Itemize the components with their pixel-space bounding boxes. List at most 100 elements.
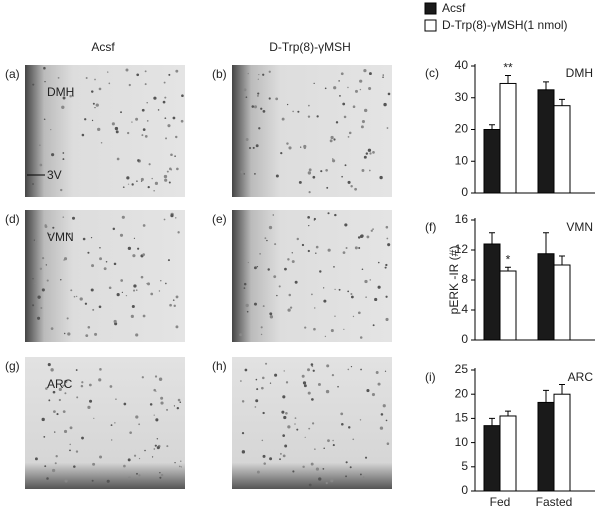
y-tick-label: 16 <box>455 212 469 226</box>
cell-speck <box>374 297 378 302</box>
cell-speck <box>368 169 371 172</box>
cell-speck <box>135 415 139 419</box>
cell-speck <box>314 307 316 309</box>
cell-speck <box>174 155 176 157</box>
cell-speck <box>243 173 245 175</box>
cell-speck <box>264 237 267 240</box>
cell-speck <box>352 438 355 441</box>
cell-speck <box>142 314 146 318</box>
cell-speck <box>53 410 56 414</box>
cell-speck <box>114 422 116 424</box>
cell-speck <box>87 326 91 329</box>
cell-speck <box>364 279 368 284</box>
cell-speck <box>335 121 339 124</box>
cell-speck <box>385 295 388 298</box>
cell-speck <box>63 429 68 434</box>
cell-speck <box>92 102 95 105</box>
cell-speck <box>348 131 352 135</box>
cell-speck <box>363 108 368 113</box>
cell-speck <box>254 406 257 408</box>
cell-speck <box>345 475 347 478</box>
cell-speck <box>350 292 353 296</box>
cell-speck <box>116 157 120 161</box>
cell-speck <box>313 327 316 331</box>
cell-speck <box>144 70 147 73</box>
cell-speck <box>349 466 352 469</box>
cell-speck <box>45 264 48 266</box>
cell-speck <box>303 384 307 388</box>
cell-speck <box>166 170 169 173</box>
cell-speck <box>385 225 389 229</box>
cell-speck <box>379 175 383 180</box>
cell-speck <box>176 406 180 410</box>
cell-speck <box>163 218 166 221</box>
cell-speck <box>41 257 45 260</box>
cell-speck <box>244 368 248 372</box>
cell-speck <box>308 168 312 172</box>
cell-speck <box>85 334 89 338</box>
cell-speck <box>372 150 375 154</box>
cell-speck <box>253 302 257 306</box>
cell-speck <box>287 258 290 261</box>
cell-speck <box>181 94 184 98</box>
cell-speck <box>153 448 156 450</box>
cell-speck <box>108 82 111 85</box>
cell-speck <box>164 96 167 99</box>
cell-speck <box>140 177 144 181</box>
cell-speck <box>274 243 277 246</box>
cell-speck <box>174 462 176 464</box>
cell-speck <box>256 388 259 391</box>
cell-speck <box>76 396 79 399</box>
cell-speck <box>154 181 159 185</box>
cell-speck <box>54 462 57 465</box>
cell-speck <box>82 237 86 241</box>
cell-speck <box>153 190 155 192</box>
cell-speck <box>75 369 78 371</box>
bar <box>553 393 571 492</box>
cell-speck <box>32 304 35 307</box>
cell-speck <box>121 291 124 294</box>
cell-speck <box>330 329 334 333</box>
cell-speck <box>180 119 184 123</box>
cell-speck <box>323 299 327 303</box>
cell-speck <box>62 410 66 413</box>
cell-speck <box>105 261 108 263</box>
cell-speck <box>92 462 96 466</box>
cell-speck <box>173 304 176 308</box>
cell-speck <box>108 286 112 290</box>
panel-label: (b) <box>212 67 227 81</box>
cell-speck <box>52 226 55 229</box>
cell-speck <box>360 125 364 129</box>
cell-speck <box>98 305 102 309</box>
cell-speck <box>137 247 140 250</box>
cell-speck <box>341 175 343 178</box>
cell-speck <box>240 380 242 382</box>
cell-speck <box>128 476 131 480</box>
cell-speck <box>146 102 148 104</box>
panel-label: (c) <box>425 66 439 80</box>
cell-speck <box>239 333 243 337</box>
cell-speck <box>125 294 128 297</box>
cell-speck <box>282 434 286 437</box>
cell-speck <box>341 422 344 426</box>
cell-speck <box>307 171 312 175</box>
cell-speck <box>136 180 138 182</box>
cell-speck <box>281 117 285 121</box>
error-bar <box>543 232 549 254</box>
cell-speck <box>315 467 320 471</box>
cell-speck <box>63 332 66 335</box>
cell-speck <box>34 240 38 243</box>
cell-speck <box>146 119 149 122</box>
cell-speck <box>166 445 169 448</box>
cell-speck <box>99 455 103 459</box>
cell-speck <box>292 110 294 113</box>
cell-speck <box>48 399 51 402</box>
cell-speck <box>347 86 349 89</box>
cell-speck <box>131 121 133 123</box>
cell-speck <box>44 224 47 227</box>
cell-speck <box>254 172 256 175</box>
cell-speck <box>262 454 266 458</box>
cell-speck <box>292 470 295 473</box>
cell-speck <box>383 102 387 107</box>
